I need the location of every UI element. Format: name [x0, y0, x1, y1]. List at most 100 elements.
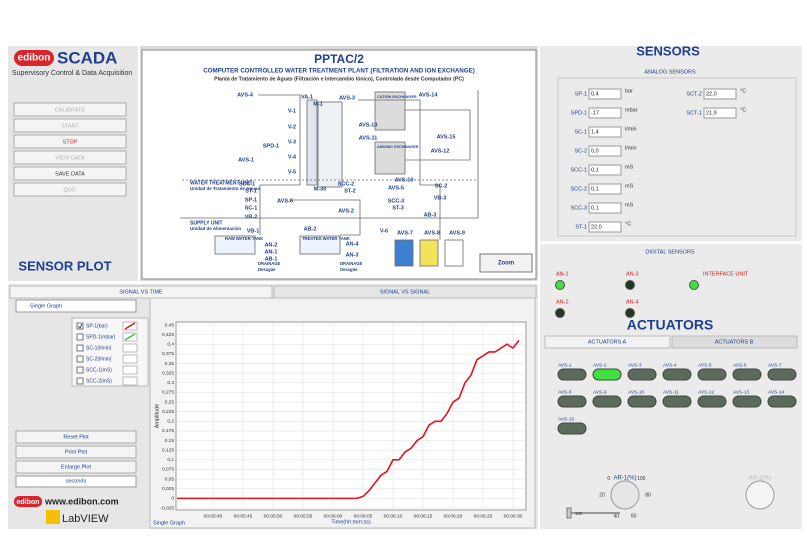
control-button[interactable]	[13, 134, 127, 149]
pipe	[180, 90, 479, 219]
valve-name: AVS-7	[768, 362, 782, 368]
tab[interactable]	[9, 285, 273, 299]
knob[interactable]	[745, 480, 775, 510]
tab[interactable]	[544, 335, 671, 349]
sensor-value-box	[703, 88, 737, 100]
valve-button[interactable]	[627, 368, 657, 381]
anion-exchanger	[374, 141, 406, 175]
y-tick-label: 0,275	[162, 390, 174, 396]
x-tick-label: 00:06:30	[504, 513, 523, 519]
control-button[interactable]	[13, 166, 127, 181]
sensor-value: 0,1	[591, 186, 599, 192]
plot-caption: Single Graph	[153, 520, 185, 526]
y-tick-label: 0,075	[162, 467, 174, 473]
diagram-label: ST-3	[392, 205, 404, 211]
valve-button[interactable]	[557, 368, 587, 381]
tab-label: ACTUATORS B	[715, 339, 754, 345]
led	[555, 280, 565, 290]
y-tick-label: -0,025	[160, 505, 174, 511]
checkbox[interactable]	[76, 377, 84, 385]
sensor-value-box	[588, 126, 622, 138]
plot-button[interactable]	[15, 460, 137, 474]
diagram-label: V-3	[288, 139, 296, 145]
chemical-tank	[419, 239, 439, 267]
valve-button[interactable]	[732, 368, 762, 381]
footer-website: www.edibon.com	[44, 496, 119, 506]
plot-button[interactable]	[15, 430, 137, 444]
box-title: ANALOG SENSORS	[644, 69, 696, 75]
diagram-label: SCC-3	[388, 198, 405, 204]
slider-label: 100	[575, 511, 583, 516]
control-button[interactable]	[13, 118, 127, 133]
valve-button[interactable]	[592, 368, 622, 381]
valve-button[interactable]	[557, 422, 587, 435]
diagram-label: AVS-8	[424, 230, 440, 236]
valve-button[interactable]	[767, 395, 797, 408]
sensor-unit: mS	[625, 183, 634, 189]
diagram-label: AVS-10	[395, 177, 414, 183]
digital-sensor-name: AN-2	[556, 299, 569, 305]
knob-name: AR-2(%)	[748, 476, 771, 482]
control-label: CALIBRATE	[55, 107, 85, 113]
logo-brand: edibon	[18, 53, 51, 64]
plot-button[interactable]	[15, 445, 137, 459]
tab-label: ACTUATORS A	[588, 339, 627, 345]
knob-scale: 0	[607, 476, 610, 482]
diagram-label: AVS-3	[339, 95, 355, 101]
sensor-name: SPD-1	[571, 110, 587, 116]
control-button[interactable]	[13, 182, 127, 197]
checkbox[interactable]	[76, 366, 84, 374]
x-tick-label: 00:06:25	[474, 513, 493, 519]
valve-name: AVS-13	[733, 389, 750, 395]
sensor-name: SCC-1	[570, 167, 587, 173]
diagram-label: M-30	[314, 186, 327, 192]
diagram-label: AVS-9	[449, 230, 465, 236]
tab[interactable]	[671, 335, 798, 349]
sensor-name: SCT-1	[686, 110, 702, 116]
checkbox[interactable]	[76, 344, 84, 352]
valve-button[interactable]	[627, 395, 657, 408]
knob-scale: 100	[637, 476, 646, 482]
y-tick-label: 0,15	[165, 438, 175, 444]
valve-button[interactable]	[592, 395, 622, 408]
valve-name: AVS-6	[733, 362, 747, 368]
diagram-label: AVS-11	[359, 135, 378, 141]
zoom-button[interactable]	[479, 253, 533, 273]
control-button[interactable]	[13, 150, 127, 165]
valve-button[interactable]	[767, 368, 797, 381]
checkbox[interactable]	[76, 322, 84, 330]
plot-area	[175, 321, 527, 511]
valve-button[interactable]	[662, 395, 692, 408]
mode-dropdown[interactable]	[15, 299, 137, 313]
valve-button[interactable]	[662, 368, 692, 381]
diagram-caption: ANIONIC EXCHANGER	[377, 145, 419, 149]
diagram-label: AVS-4	[237, 92, 254, 98]
control-label: START	[61, 123, 79, 129]
valve-button[interactable]	[697, 395, 727, 408]
slider-thumb[interactable]	[566, 507, 572, 519]
plot-button-label: Enlarge Plot	[61, 464, 91, 470]
y-tick-label: 0,1	[167, 457, 174, 463]
sensor-value: 1,4	[591, 129, 599, 135]
control-label: STOP	[63, 139, 78, 145]
sensor-value-box	[703, 107, 737, 119]
treated-water-tank	[299, 235, 341, 255]
valve-button[interactable]	[557, 395, 587, 408]
channel-color	[124, 377, 136, 385]
valve-button[interactable]	[732, 395, 762, 408]
diagram-label: AVS-12	[431, 148, 450, 154]
control-button[interactable]	[13, 102, 127, 117]
checkbox[interactable]	[76, 355, 84, 363]
led	[625, 280, 635, 290]
units-dropdown[interactable]	[15, 475, 137, 488]
checkbox[interactable]	[76, 333, 84, 341]
valve-button[interactable]	[697, 368, 727, 381]
diagram-label: AB-3	[424, 212, 437, 218]
tab[interactable]	[273, 285, 537, 299]
knob[interactable]	[610, 480, 640, 510]
sensor-value: 22,0	[706, 91, 717, 97]
sensor-unit: bar	[625, 88, 633, 94]
valve-name: AVS-12	[698, 389, 715, 395]
x-tick-label: 00:05:55	[294, 513, 313, 519]
sensor-value: -17	[591, 110, 599, 116]
